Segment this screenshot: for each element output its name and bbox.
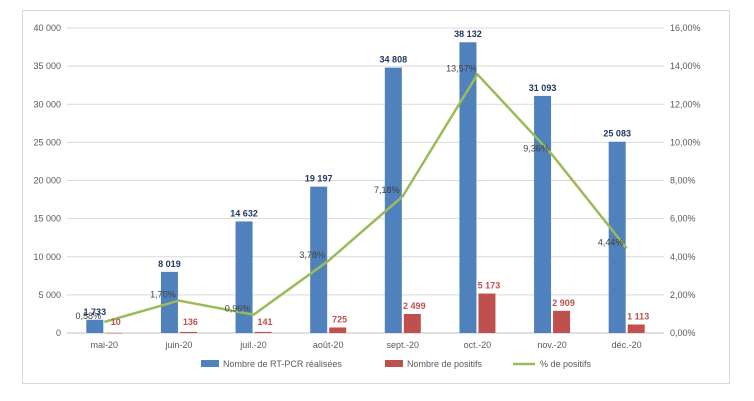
x-tick-label: nov.-20 — [537, 340, 566, 350]
data-labels: 1 733 10 8 019 136 14 632 141 19 197 725 34 808 2… — [76, 29, 650, 327]
data-label-positifs: 1 113 — [627, 312, 649, 322]
y-tick-label: 35 000 — [33, 61, 61, 71]
data-label-percent: 1,70% — [150, 290, 176, 300]
percent-line — [103, 73, 628, 324]
bar-rt-pcr — [235, 221, 253, 333]
data-label-positifs: 2 909 — [552, 298, 575, 308]
y2-tick-label: 10,00% — [670, 137, 701, 147]
data-label-positifs: 2 499 — [403, 301, 426, 311]
y2-tick-label: 0,00% — [670, 328, 696, 338]
legend-swatch-positifs — [385, 360, 403, 367]
y-tick-label: 40 000 — [33, 23, 61, 33]
data-label-rt-pcr: 8 019 — [158, 259, 181, 269]
data-label-rt-pcr: 31 093 — [529, 83, 557, 93]
data-label-rt-pcr: 25 083 — [603, 129, 631, 139]
x-tick-label: juil.-20 — [239, 340, 267, 350]
combo-chart: 0 5 000 10 000 15 000 20 000 25 000 30 000 35 0… — [33, 23, 701, 369]
y2-tick-label: 2,00% — [670, 290, 696, 300]
x-tick-label: août-20 — [313, 340, 344, 350]
data-label-rt-pcr: 19 197 — [305, 174, 333, 184]
bar-positifs — [254, 331, 272, 333]
data-label-rt-pcr: 14 632 — [230, 208, 258, 218]
x-tick-label: oct.-20 — [464, 340, 492, 350]
data-label-rt-pcr: 1 733 — [84, 307, 107, 317]
y-tick-label: 25 000 — [33, 137, 61, 147]
data-label-percent: 3,78% — [299, 250, 325, 260]
bar-rt-pcr — [384, 67, 402, 334]
chart-frame: 0 5 000 10 000 15 000 20 000 25 000 30 000 35 0… — [22, 10, 730, 384]
gridlines — [67, 27, 664, 334]
y2-tick-label: 16,00% — [670, 23, 701, 33]
legend: Nombre de RT-PCR réalisées Nombre de posi… — [201, 359, 592, 369]
y2-tick-label: 8,00% — [670, 176, 696, 186]
data-label-percent: 0,96% — [225, 304, 251, 314]
legend-label-percent: % de positifs — [540, 359, 592, 369]
bar-positifs — [553, 310, 571, 333]
y-tick-label: 0 — [56, 328, 61, 338]
data-label-rt-pcr: 34 808 — [380, 55, 408, 65]
y-tick-label: 15 000 — [33, 214, 61, 224]
bars — [86, 42, 645, 334]
data-label-percent: 13,57% — [446, 63, 477, 73]
bar-positifs — [329, 327, 347, 333]
category-axis: mai-20 juin-20 juil.-20 août-20 sept.-20 oct.… — [91, 340, 642, 350]
bar-positifs — [403, 313, 421, 333]
bar-positifs — [627, 324, 645, 333]
bar-positifs — [179, 331, 197, 333]
left-axis: 0 5 000 10 000 15 000 20 000 25 000 30 000 35 0… — [33, 23, 61, 338]
x-tick-label: juin-20 — [164, 340, 192, 350]
legend-swatch-rt-pcr — [201, 360, 219, 367]
bar-positifs — [478, 293, 496, 333]
legend-label-positifs: Nombre de positifs — [407, 359, 483, 369]
data-label-positifs: 141 — [258, 317, 273, 327]
y2-tick-label: 14,00% — [670, 61, 701, 71]
y-tick-label: 30 000 — [33, 99, 61, 109]
x-tick-label: mai-20 — [91, 340, 119, 350]
bar-rt-pcr — [459, 42, 477, 333]
y-tick-label: 20 000 — [33, 176, 61, 186]
y2-tick-label: 6,00% — [670, 214, 696, 224]
data-label-percent: 9,36% — [523, 144, 549, 154]
data-label-percent: 7,18% — [374, 185, 400, 195]
bar-rt-pcr — [86, 319, 104, 333]
bar-rt-pcr — [310, 186, 328, 333]
data-label-percent: 0,58% — [76, 311, 102, 321]
right-axis: 0,00% 2,00% 4,00% 6,00% 8,00% 10,00% 12,00% 14,… — [670, 23, 701, 338]
x-tick-label: sept.-20 — [387, 340, 420, 350]
data-label-rt-pcr: 38 132 — [454, 29, 482, 39]
line-percent-positifs — [103, 73, 628, 324]
bar-positifs — [105, 332, 123, 334]
y2-tick-label: 4,00% — [670, 252, 696, 262]
y-tick-label: 10 000 — [33, 252, 61, 262]
data-label-positifs: 10 — [111, 317, 121, 327]
x-tick-label: déc.-20 — [612, 340, 642, 350]
bar-rt-pcr — [534, 95, 552, 333]
data-label-percent: 4,44% — [598, 237, 624, 247]
data-label-positifs: 5 173 — [478, 281, 501, 291]
y-tick-label: 5 000 — [38, 290, 61, 300]
data-label-positifs: 725 — [332, 314, 347, 324]
legend-label-rt-pcr: Nombre de RT-PCR réalisées — [223, 359, 342, 369]
data-label-positifs: 136 — [183, 317, 198, 327]
y2-tick-label: 12,00% — [670, 99, 701, 109]
